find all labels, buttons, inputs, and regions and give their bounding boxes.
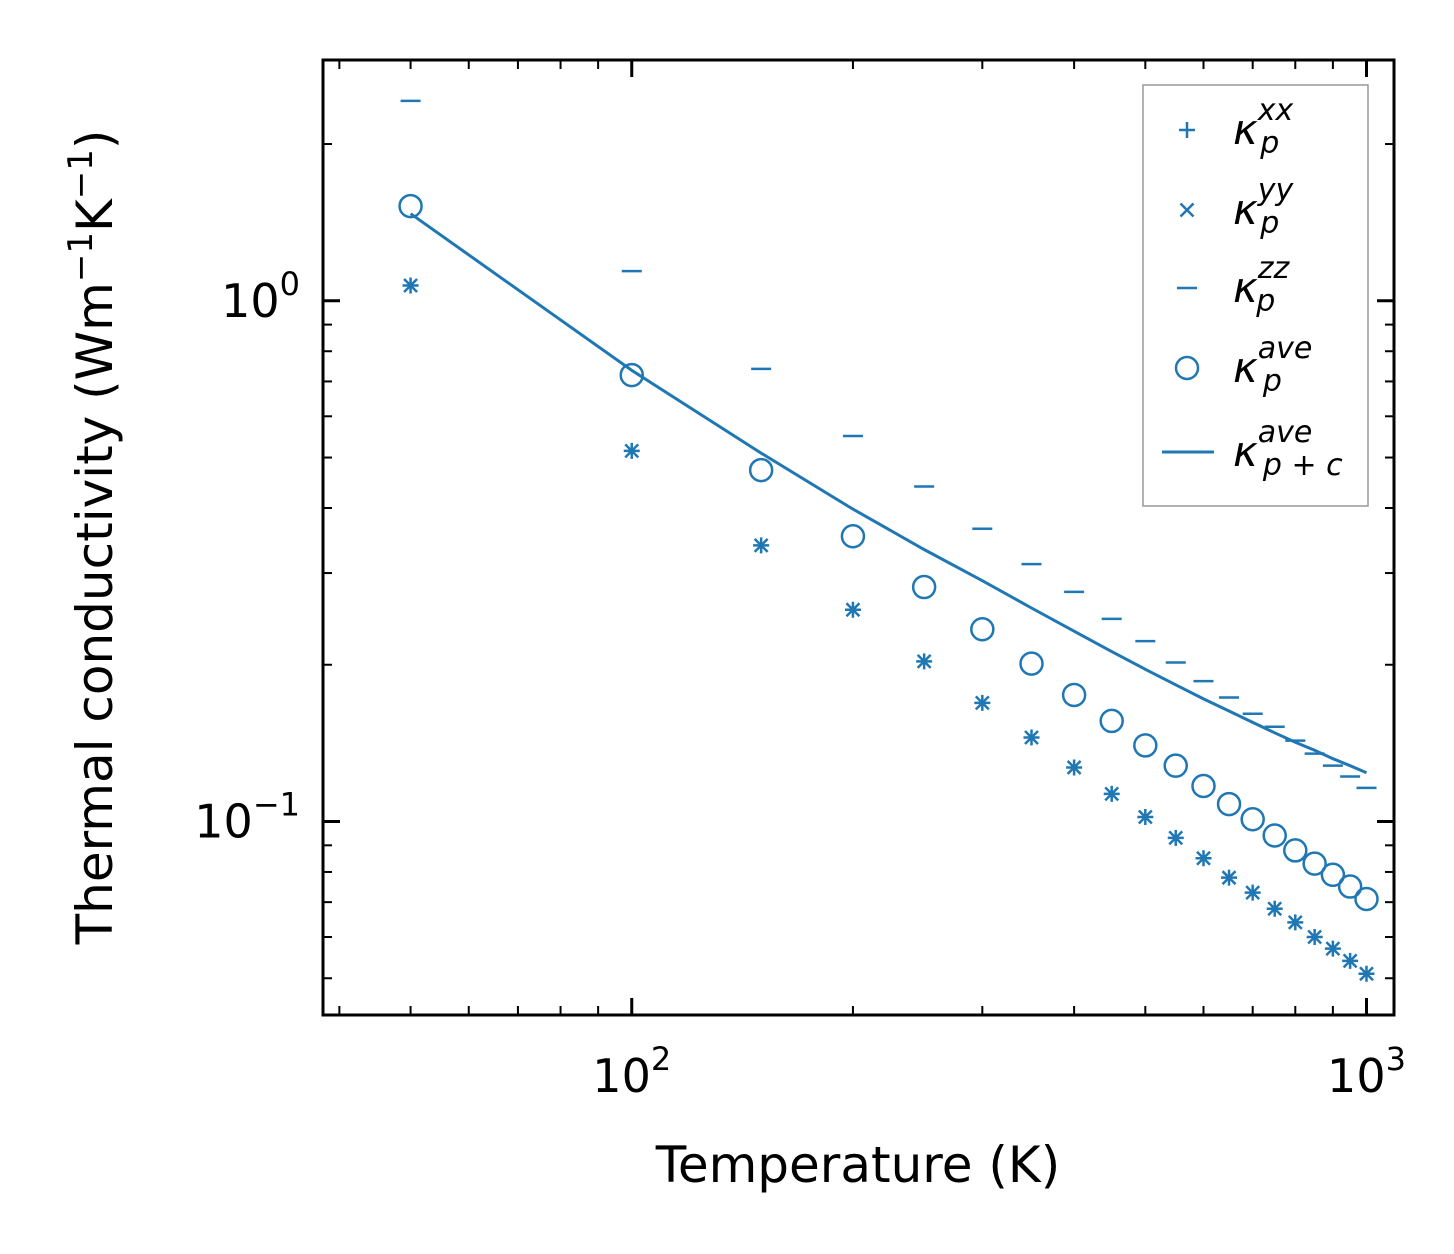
series-layer (398, 99, 1379, 982)
legend-label: κave p + c (1233, 415, 1343, 483)
data-point (624, 443, 640, 459)
data-point (1283, 838, 1308, 863)
legend-marker (1179, 202, 1195, 218)
data-point (1359, 966, 1374, 982)
data-point (970, 616, 995, 642)
data-point (1061, 682, 1087, 708)
y-tick-label: 10−1 (194, 785, 300, 848)
data-point (1221, 870, 1237, 886)
data-point (619, 362, 645, 388)
data-point (1133, 733, 1158, 758)
y-tick-label: 100 (221, 265, 300, 328)
data-point (1191, 773, 1216, 799)
data-point (916, 653, 932, 669)
data-point (1262, 823, 1287, 848)
series-line (409, 212, 1368, 775)
data-point (845, 602, 861, 618)
plot-frame (321, 58, 1396, 1017)
legend: κxx p κyy p κzz p κave p κave p + c (1142, 84, 1369, 507)
x-axis: 102 103 (592, 60, 1406, 1103)
data-point (748, 457, 774, 483)
data-point (1104, 786, 1120, 802)
data-point (1245, 885, 1261, 901)
data-point (1342, 953, 1358, 969)
data-point (1354, 886, 1379, 912)
legend-marker (1179, 122, 1195, 138)
series-4 (398, 193, 1379, 912)
legend-label: κxx p (1233, 93, 1294, 161)
data-point (1196, 850, 1211, 866)
x-minor-ticks (338, 60, 1334, 1015)
x-tick-label: 102 (592, 1040, 671, 1103)
x-axis-label: Temperature (K) (655, 1136, 1060, 1194)
legend-label: κave p (1233, 331, 1312, 399)
legend-box (1142, 84, 1369, 507)
series-2 (403, 278, 1374, 982)
data-point (1216, 791, 1242, 817)
x-tick-label: 103 (1327, 1040, 1406, 1103)
legend-label: κyy p (1233, 173, 1295, 241)
data-point (1066, 760, 1082, 775)
y-axis: 10−1 100 (194, 265, 1394, 848)
data-point (1168, 830, 1184, 846)
data-point (1099, 708, 1124, 734)
legend-marker (1174, 355, 1200, 381)
data-point (1325, 941, 1341, 956)
data-point (1163, 753, 1188, 778)
data-point (1302, 851, 1327, 876)
data-point (753, 538, 769, 553)
data-point (1240, 806, 1265, 832)
legend-label: κzz p (1233, 251, 1291, 319)
data-point (1019, 651, 1044, 676)
data-point (1267, 901, 1283, 917)
y-minor-ticks (323, 143, 1394, 980)
data-point (403, 278, 418, 293)
data-point (1287, 915, 1303, 930)
data-point (840, 524, 866, 549)
data-point (974, 695, 990, 711)
data-point (1337, 874, 1363, 899)
data-point (911, 574, 937, 600)
data-point (398, 193, 423, 219)
data-point (1307, 929, 1323, 945)
data-point (1024, 730, 1039, 745)
y-axis-label: Thermal conductivity (Wm−1K−1) (61, 130, 124, 946)
data-point (1320, 862, 1346, 888)
data-point (1137, 809, 1153, 825)
series-5 (409, 212, 1368, 775)
